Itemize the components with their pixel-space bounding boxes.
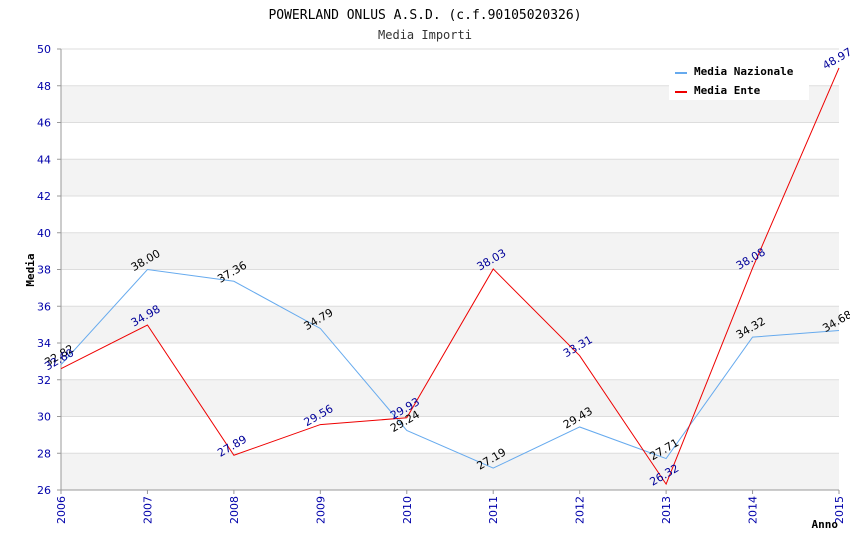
legend-label-media-ente: Media Ente — [694, 84, 761, 97]
y-axis-ticks: 26 28 30 32 34 36 38 40 42 44 46 48 50 — [37, 43, 61, 497]
x-tick-label: 2007 — [141, 496, 154, 524]
y-axis-title: Media — [24, 253, 37, 286]
background-band — [61, 159, 839, 196]
x-tick-label: 2014 — [747, 496, 760, 524]
x-tick-label: 2008 — [228, 496, 241, 524]
x-tick-label: 2015 — [833, 496, 846, 524]
plot-background-bands — [61, 49, 839, 490]
background-band — [61, 379, 839, 417]
x-tick-label: 2010 — [401, 496, 414, 524]
y-tick-label: 30 — [37, 411, 51, 424]
y-tick-label: 44 — [37, 153, 51, 166]
y-tick-label: 38 — [37, 264, 51, 277]
background-band — [61, 343, 839, 380]
series-line-media-ente — [60, 67, 840, 486]
series-line-media-nazionale — [60, 268, 840, 469]
y-tick-label: 28 — [37, 447, 51, 460]
background-band — [61, 416, 839, 454]
x-axis-title: Anno — [812, 518, 839, 531]
y-tick-label: 34 — [37, 337, 51, 350]
background-band — [61, 196, 839, 233]
series-lines — [60, 67, 840, 486]
x-tick-label: 2012 — [574, 496, 587, 524]
y-tick-label: 40 — [37, 227, 51, 240]
x-tick-label: 2013 — [660, 496, 673, 524]
y-tick-label: 32 — [37, 374, 51, 387]
x-tick-label: 2006 — [55, 496, 68, 524]
y-tick-label: 50 — [37, 43, 51, 56]
background-band — [61, 453, 839, 490]
x-tick-label: 2011 — [487, 496, 500, 524]
y-tick-label: 36 — [37, 300, 51, 313]
legend: Media Nazionale Media Ente — [669, 60, 809, 100]
background-band — [61, 306, 839, 343]
x-tick-label: 2009 — [314, 496, 327, 524]
legend-label-media-nazionale: Media Nazionale — [694, 65, 794, 78]
background-band — [61, 122, 839, 160]
y-tick-label: 48 — [37, 80, 51, 93]
y-tick-label: 42 — [37, 190, 51, 203]
background-band — [61, 232, 839, 270]
y-tick-label: 26 — [37, 484, 51, 497]
x-axis-ticks: 2006 2007 2008 2009 2010 2011 2012 2013 2014 2015 — [55, 490, 846, 524]
legend-box — [669, 60, 809, 100]
background-band — [61, 269, 839, 307]
chart-subtitle: Media Importi — [378, 28, 472, 42]
chart-title: POWERLAND ONLUS A.S.D. (c.f.90105020326) — [268, 8, 581, 23]
y-tick-label: 46 — [37, 117, 51, 130]
